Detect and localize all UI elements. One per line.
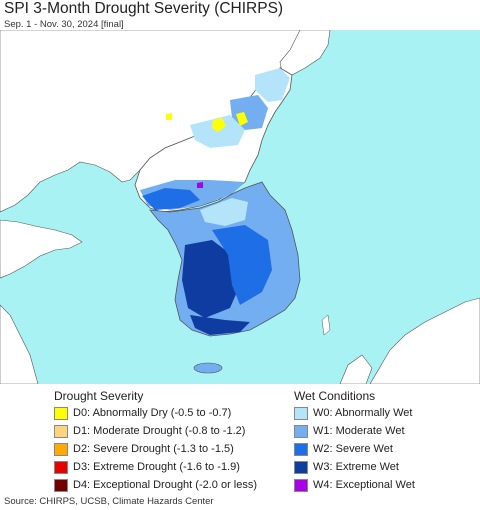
legend-swatch-d0 bbox=[54, 406, 68, 420]
legend-swatch-d3 bbox=[54, 460, 68, 474]
map-subtitle: Sep. 1 - Nov. 30, 2024 [final] bbox=[4, 19, 124, 30]
legend-item-w4: W4: Exceptional Wet bbox=[294, 477, 415, 493]
nk-dry-patch-3 bbox=[166, 113, 172, 120]
legend-label-w4: W4: Exceptional Wet bbox=[313, 479, 415, 491]
legend-item-w2: W2: Severe Wet bbox=[294, 441, 393, 457]
map-title: SPI 3-Month Drought Severity (CHIRPS) bbox=[4, 0, 284, 17]
legend-item-d4: D4: Exceptional Drought (-2.0 or less) bbox=[54, 477, 257, 493]
sk-wet-extreme-west bbox=[182, 240, 240, 318]
legend-label-d4: D4: Exceptional Drought (-2.0 or less) bbox=[73, 479, 258, 491]
legend-item-w0: W0: Abnormally Wet bbox=[294, 405, 412, 421]
legend-swatch-w2 bbox=[294, 442, 308, 456]
drought-legend-heading: Drought Severity bbox=[54, 389, 144, 403]
nk-wet-northeast bbox=[255, 68, 290, 102]
legend-swatch-d4 bbox=[54, 478, 68, 492]
legend-swatch-w4 bbox=[294, 478, 308, 492]
china-south-coast bbox=[0, 304, 39, 384]
japan-honshu bbox=[369, 297, 480, 384]
legend-label-w2: W2: Severe Wet bbox=[313, 443, 393, 455]
shandong-peninsula bbox=[0, 219, 83, 279]
legend-label-w1: W1: Moderate Wet bbox=[313, 425, 405, 437]
legend-item-d0: D0: Abnormally Dry (-0.5 to -0.7) bbox=[54, 405, 231, 421]
nk-wet-southwest bbox=[142, 188, 200, 210]
legend-label-d0: D0: Abnormally Dry (-0.5 to -0.7) bbox=[73, 407, 232, 419]
russia-landmass bbox=[279, 30, 331, 76]
legend-swatch-w0 bbox=[294, 406, 308, 420]
legend-label-d2: D2: Severe Drought (-1.3 to -1.5) bbox=[73, 443, 234, 455]
legend-label-w3: W3: Extreme Wet bbox=[313, 461, 399, 473]
nk-exceptional-patch bbox=[197, 182, 203, 188]
tsushima-island bbox=[321, 314, 331, 336]
wet-legend-heading: Wet Conditions bbox=[294, 389, 376, 403]
sk-wet-extreme-south bbox=[190, 315, 250, 335]
sk-wet-north bbox=[200, 198, 248, 226]
sk-wet-severe-center bbox=[212, 225, 272, 305]
legend-label-d1: D1: Moderate Drought (-0.8 to -1.2) bbox=[73, 425, 246, 437]
legend-swatch-w3 bbox=[294, 460, 308, 474]
jeju-island bbox=[193, 362, 223, 374]
legend-label-d3: D3: Extreme Drought (-1.6 to -1.9) bbox=[73, 461, 240, 473]
legend-label-w0: W0: Abnormally Wet bbox=[313, 407, 413, 419]
japan-kyushu bbox=[339, 354, 373, 384]
legend-swatch-w1 bbox=[294, 424, 308, 438]
nk-dry-patch-1 bbox=[212, 118, 226, 132]
source-credit: Source: CHIRPS, UCSB, Climate Hazards Ce… bbox=[4, 496, 214, 507]
legend-item-w1: W1: Moderate Wet bbox=[294, 423, 405, 439]
legend-item-d1: D1: Moderate Drought (-0.8 to -1.2) bbox=[54, 423, 245, 439]
legend-item-d2: D2: Severe Drought (-1.3 to -1.5) bbox=[54, 441, 234, 457]
drought-map bbox=[0, 30, 480, 384]
legend-item-w3: W3: Extreme Wet bbox=[294, 459, 399, 475]
legend-swatch-d2 bbox=[54, 442, 68, 456]
nk-dry-patch-2 bbox=[236, 112, 248, 126]
legend-swatch-d1 bbox=[54, 424, 68, 438]
legend-item-d3: D3: Extreme Drought (-1.6 to -1.9) bbox=[54, 459, 240, 475]
